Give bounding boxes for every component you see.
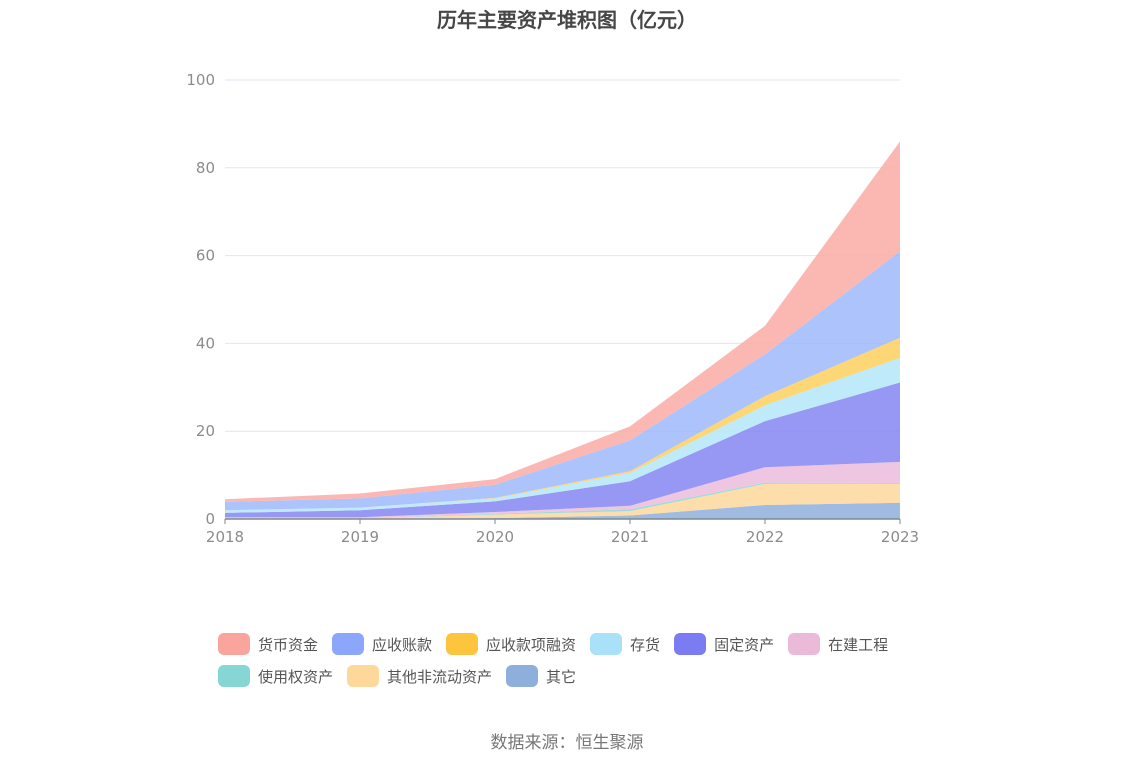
legend-item[interactable]: 其他非流动资产 xyxy=(347,665,492,687)
area-series-3[interactable] xyxy=(225,461,900,519)
legend-label: 在建工程 xyxy=(828,635,889,654)
legend-swatch xyxy=(218,665,250,687)
x-tick-label-2019: 2019 xyxy=(341,528,379,546)
legend-swatch xyxy=(347,665,380,687)
legend-item[interactable]: 使用权资产 xyxy=(218,665,333,687)
legend-swatch xyxy=(674,633,707,655)
legend-item[interactable]: 应收账款 xyxy=(332,633,432,655)
y-tick-label-40: 40 xyxy=(196,334,215,352)
legend-label: 固定资产 xyxy=(714,635,775,654)
x-tick-label-2022: 2022 xyxy=(746,528,784,546)
legend-swatch xyxy=(788,633,821,655)
legend-label: 应收账款 xyxy=(372,635,433,654)
chart-title: 历年主要资产堆积图（亿元） xyxy=(437,8,697,32)
legend-row-2: 使用权资产 其他非流动资产 其它 xyxy=(218,660,938,692)
chart-plot: 0 20 40 60 80 100 2018 2019 2020 2021 2022 2023 xyxy=(186,71,919,546)
legend-label: 应收款项融资 xyxy=(486,635,577,654)
legend-item[interactable]: 存货 xyxy=(590,633,660,655)
legend-label: 货币资金 xyxy=(258,635,319,654)
y-tick-label-20: 20 xyxy=(196,422,215,440)
area-series-4[interactable] xyxy=(225,382,900,518)
legend-row-1: 货币资金 应收账款 应收款项融资 存货 固定资产 在建工程 xyxy=(218,628,938,660)
legend-item[interactable]: 货币资金 xyxy=(218,633,318,655)
area-series-group xyxy=(225,141,900,519)
legend-item[interactable]: 在建工程 xyxy=(788,633,888,655)
x-tick-label-2018: 2018 xyxy=(206,528,244,546)
legend-swatch xyxy=(506,665,539,687)
legend: 货币资金 应收账款 应收款项融资 存货 固定资产 在建工程 使用权资产 其他非流动资产 其它 xyxy=(218,628,938,692)
x-tick-label-2021: 2021 xyxy=(611,528,649,546)
y-tick-label-0: 0 xyxy=(205,510,215,528)
y-tick-label-80: 80 xyxy=(196,159,215,177)
axes: 0 20 40 60 80 100 2018 2019 2020 2021 2022 2023 xyxy=(186,71,919,546)
x-tick-label-2020: 2020 xyxy=(476,528,514,546)
area-series-1[interactable] xyxy=(225,483,900,519)
legend-item[interactable]: 固定资产 xyxy=(674,633,774,655)
legend-label: 其他非流动资产 xyxy=(387,667,493,686)
legend-swatch xyxy=(332,633,365,655)
legend-swatch xyxy=(218,633,250,655)
y-tick-label-100: 100 xyxy=(186,71,215,89)
legend-item[interactable]: 应收款项融资 xyxy=(446,633,576,655)
y-tick-label-60: 60 xyxy=(196,247,215,265)
area-series-0[interactable] xyxy=(225,502,900,519)
legend-swatch xyxy=(590,633,623,655)
legend-label: 使用权资产 xyxy=(258,667,334,686)
legend-item[interactable]: 其它 xyxy=(506,665,576,687)
x-tick-label-2023: 2023 xyxy=(881,528,919,546)
legend-label: 存货 xyxy=(630,635,661,654)
data-source: 数据来源：恒生聚源 xyxy=(490,733,644,753)
legend-label: 其它 xyxy=(546,667,577,686)
legend-swatch xyxy=(446,633,479,655)
area-series-7[interactable] xyxy=(225,251,900,511)
